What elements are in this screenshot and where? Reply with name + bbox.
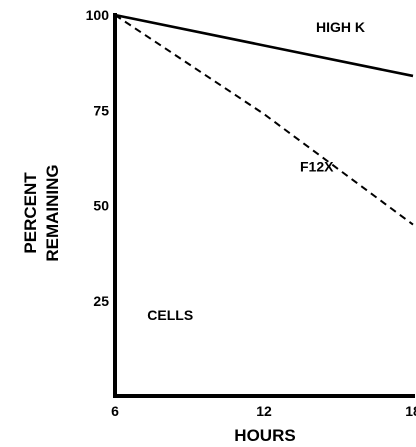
series-lines <box>114 13 414 226</box>
annotation-cells: CELLS <box>147 307 193 323</box>
series-line-f12x <box>114 14 414 226</box>
y-tick-label-100: 100 <box>86 7 110 23</box>
x-tick-label-18: 18 <box>405 403 416 419</box>
axes <box>113 13 415 398</box>
y-axis-title-line-1: PERCENT <box>21 172 40 254</box>
series-label-high-k: HIGH K <box>316 19 365 35</box>
x-axis-title: HOURS <box>234 426 295 445</box>
x-tick-label-12: 12 <box>256 403 272 419</box>
series-label-f12x: F12X <box>300 158 334 174</box>
x-tick-label-6: 6 <box>111 403 119 419</box>
series-line-high-k <box>114 13 414 78</box>
y-tick-label-75: 75 <box>93 102 109 118</box>
ticks: 6 12 18 100 75 50 25 <box>86 7 416 419</box>
labels: HOURS PERCENT REMAINING HIGH K F12X CELLS <box>21 19 365 445</box>
y-tick-label-25: 25 <box>93 293 109 309</box>
y-axis-title-line-2: REMAINING <box>43 164 62 261</box>
y-tick-label-50: 50 <box>93 198 109 214</box>
